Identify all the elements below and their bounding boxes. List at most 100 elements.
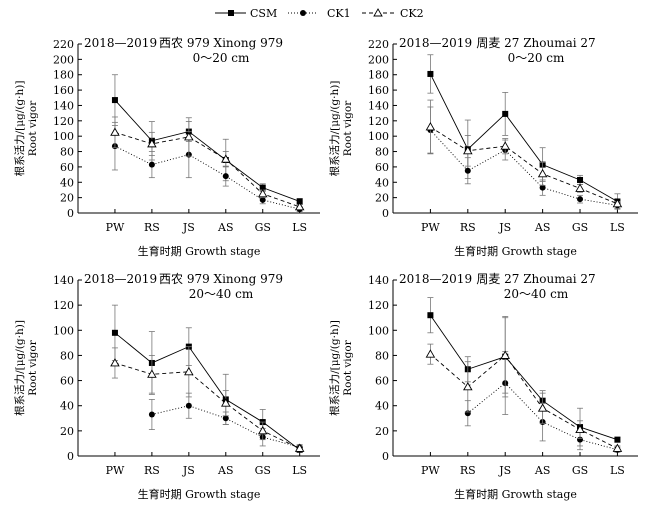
chart-panel-1: 0 20 40 60 80 100 120 140 160 180 200 220 PW RS JS AS GS… bbox=[13, 36, 320, 258]
y-tick-label: 100 bbox=[368, 130, 389, 143]
x-tick-label: RS bbox=[144, 221, 160, 234]
panel-year: 2018—2019 bbox=[399, 272, 472, 286]
data-point-triangle bbox=[221, 398, 231, 407]
y-tick-label: 140 bbox=[53, 99, 74, 112]
panel-depth: 20～40 cm bbox=[189, 287, 254, 301]
y-tick-label: 80 bbox=[375, 146, 389, 159]
data-point-triangle bbox=[257, 188, 268, 198]
data-point-triangle bbox=[110, 127, 120, 136]
panel-variety: 西农 979 Xinong 979 bbox=[159, 272, 283, 286]
series-csm bbox=[427, 54, 621, 210]
y-tick-label: 100 bbox=[53, 324, 74, 337]
panel-depth: 20～40 cm bbox=[504, 287, 569, 301]
y-tick-label: 100 bbox=[368, 324, 389, 337]
x-tick-label: LS bbox=[292, 464, 307, 477]
data-point-triangle bbox=[463, 381, 473, 391]
y-tick-label: 60 bbox=[375, 161, 389, 174]
data-point-square bbox=[111, 97, 118, 104]
x-tick-label: PW bbox=[421, 221, 440, 234]
x-axis-label: 生育时期 Growth stage bbox=[454, 244, 577, 258]
data-point-triangle bbox=[500, 141, 510, 150]
series-line bbox=[430, 314, 618, 441]
series-csm bbox=[111, 74, 303, 205]
data-point-triangle bbox=[221, 154, 231, 163]
x-tick-label: GS bbox=[572, 221, 588, 234]
y-tick-label: 220 bbox=[368, 38, 389, 51]
y-axis-sublabel: Root vigor bbox=[27, 100, 39, 156]
data-point-triangle bbox=[425, 349, 436, 358]
y-axis-sublabel: Root vigor bbox=[27, 339, 39, 395]
x-tick-label: RS bbox=[460, 464, 476, 477]
y-tick-label: 140 bbox=[53, 274, 74, 287]
y-tick-label: 40 bbox=[60, 176, 74, 189]
y-tick-label: 180 bbox=[53, 69, 74, 82]
series-line bbox=[430, 73, 618, 202]
data-point-circle bbox=[148, 411, 155, 418]
data-point-triangle bbox=[110, 358, 120, 367]
legend-ck1-marker bbox=[300, 10, 306, 16]
y-tick-label: 40 bbox=[375, 176, 389, 189]
series-ck2 bbox=[110, 116, 305, 211]
y-tick-label: 220 bbox=[53, 38, 74, 51]
data-point-circle bbox=[464, 167, 471, 174]
x-tick-label: LS bbox=[292, 221, 307, 234]
data-point-triangle bbox=[463, 145, 473, 155]
x-tick-label: RS bbox=[144, 464, 160, 477]
legend-csm-marker bbox=[228, 10, 234, 16]
series-line bbox=[114, 131, 300, 208]
x-axis-label: 生育时期 Growth stage bbox=[138, 244, 261, 258]
data-point-circle bbox=[539, 184, 546, 191]
panel-year: 2018—2019 bbox=[399, 36, 472, 50]
data-point-triangle bbox=[612, 443, 623, 452]
x-tick-label: JS bbox=[182, 464, 195, 477]
y-axis-sublabel: Root vigor bbox=[342, 100, 354, 156]
series-line bbox=[114, 145, 300, 210]
y-tick-label: 80 bbox=[60, 349, 74, 362]
x-tick-label: RS bbox=[460, 221, 476, 234]
x-tick-label: GS bbox=[255, 464, 271, 477]
panel-variety: 周麦 27 Zhoumai 27 bbox=[476, 272, 595, 286]
y-tick-label: 100 bbox=[53, 130, 74, 143]
x-tick-label: LS bbox=[610, 221, 625, 234]
y-tick-label: 160 bbox=[53, 84, 74, 97]
series-line bbox=[430, 126, 618, 205]
y-tick-label: 20 bbox=[60, 192, 74, 205]
y-tick-label: 0 bbox=[382, 207, 389, 220]
data-point-square bbox=[259, 184, 266, 191]
y-tick-label: 0 bbox=[67, 450, 74, 463]
y-axis-label: 根系活力/[μg/(g·h)] bbox=[328, 81, 341, 177]
series-csm bbox=[427, 297, 621, 447]
x-tick-label: PW bbox=[106, 221, 125, 234]
x-tick-label: JS bbox=[498, 464, 511, 477]
y-axis-label: 根系活力/[μg/(g·h)] bbox=[328, 320, 341, 416]
y-tick-label: 40 bbox=[375, 400, 389, 413]
data-point-triangle bbox=[425, 122, 436, 131]
series-ck1 bbox=[148, 392, 303, 451]
legend-csm-label: CSM bbox=[250, 7, 277, 20]
y-tick-label: 20 bbox=[60, 425, 74, 438]
data-point-triangle bbox=[294, 443, 305, 452]
x-tick-label: PW bbox=[106, 464, 125, 477]
chart-panel-4: 0 20 40 60 80 100 120 140 PW RS JS AS GS LS 生育时期 Growt… bbox=[328, 272, 638, 501]
series-line bbox=[114, 362, 300, 449]
data-point-triangle bbox=[575, 183, 585, 192]
x-tick-label: JS bbox=[182, 221, 195, 234]
data-point-square bbox=[111, 329, 118, 336]
data-point-square bbox=[427, 70, 434, 77]
data-point-square bbox=[296, 198, 303, 205]
data-point-square bbox=[427, 312, 434, 319]
series-ck2 bbox=[425, 317, 623, 452]
y-tick-label: 120 bbox=[53, 299, 74, 312]
legend: CSM CK1 CK2 bbox=[215, 7, 424, 20]
y-tick-label: 160 bbox=[368, 84, 389, 97]
y-tick-label: 20 bbox=[375, 425, 389, 438]
data-point-triangle bbox=[294, 201, 305, 211]
data-point-circle bbox=[222, 173, 229, 180]
y-tick-label: 140 bbox=[368, 274, 389, 287]
legend-ck1-label: CK1 bbox=[327, 7, 351, 20]
data-point-circle bbox=[259, 196, 266, 203]
data-point-triangle bbox=[147, 138, 157, 148]
y-tick-label: 0 bbox=[382, 450, 389, 463]
y-tick-label: 0 bbox=[67, 207, 74, 220]
